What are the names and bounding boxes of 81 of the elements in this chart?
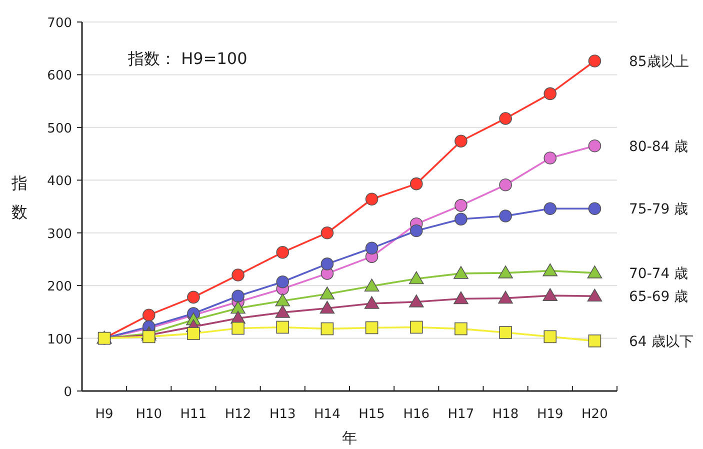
point (232, 290, 244, 303)
point (365, 321, 378, 334)
y-tick-label: 100 (47, 332, 72, 348)
y-tick-label: 500 (47, 121, 72, 136)
point (542, 263, 558, 276)
point (498, 266, 513, 278)
point (230, 300, 246, 314)
x-axis-title: 年 (342, 429, 357, 447)
series-label: 65-69 歳 (629, 289, 688, 306)
x-tick-label: H12 (224, 407, 252, 422)
point (232, 268, 244, 282)
point (544, 152, 557, 164)
point (588, 54, 602, 68)
point (588, 202, 602, 216)
point (320, 258, 334, 270)
point (320, 226, 334, 240)
y-tick-label: 400 (47, 174, 72, 190)
point (187, 290, 200, 304)
point (320, 322, 334, 336)
text: 80-84 歳 (629, 138, 688, 155)
series-label: 70-74 歳 (629, 266, 688, 282)
point (454, 199, 468, 212)
point (588, 139, 602, 152)
point (142, 308, 156, 322)
point (275, 305, 290, 318)
point (542, 288, 558, 301)
y-tick-label: 700 (47, 16, 72, 31)
point (587, 266, 602, 278)
point (410, 177, 423, 190)
x-tick-label: H11 (180, 407, 207, 422)
point (454, 291, 468, 304)
point (364, 296, 380, 309)
point (276, 275, 290, 288)
point (587, 288, 602, 302)
point (454, 322, 468, 336)
point (187, 327, 200, 340)
point (320, 300, 335, 314)
x-tick-label: H15 (358, 407, 385, 422)
point (499, 112, 512, 125)
point (498, 290, 513, 304)
point (588, 334, 602, 348)
x-tick-label: H10 (136, 407, 162, 422)
y-axis-title: 指数 (10, 162, 30, 222)
point (499, 178, 512, 192)
x-tick-label: H9 (95, 407, 114, 422)
point (276, 246, 290, 259)
point (275, 293, 290, 306)
point (410, 320, 423, 334)
point (408, 294, 424, 308)
point (232, 322, 244, 335)
x-tick-label: H14 (314, 407, 340, 422)
x-tick-label: H17 (448, 407, 474, 422)
x-tick-label: H19 (536, 407, 564, 422)
point (544, 87, 557, 100)
point (544, 330, 557, 344)
point (142, 330, 156, 344)
point (544, 202, 557, 216)
point (410, 224, 423, 238)
x-tick-label: H16 (403, 407, 430, 422)
y-tick-label: 0 (64, 385, 72, 400)
point (408, 271, 424, 284)
point (454, 134, 468, 148)
y-tick-label: 300 (47, 226, 72, 242)
text: 85歳以上 (629, 54, 689, 70)
point (364, 278, 380, 292)
point (454, 212, 468, 226)
x-tick-label: H13 (269, 407, 296, 422)
point (454, 266, 468, 279)
text: 75-79 歳 (629, 202, 688, 218)
x-tick-label: H20 (582, 407, 608, 422)
annotation: 指数： H9=100 (127, 49, 248, 68)
y-tick-label: 600 (47, 68, 72, 84)
text: 64 歳以下 (629, 334, 694, 350)
point (499, 210, 512, 222)
point (499, 326, 512, 339)
point (320, 286, 335, 300)
y-tick-label: 200 (47, 280, 72, 295)
point (365, 192, 378, 206)
x-tick-label: H18 (492, 407, 519, 422)
point (276, 320, 290, 334)
point (365, 242, 378, 255)
